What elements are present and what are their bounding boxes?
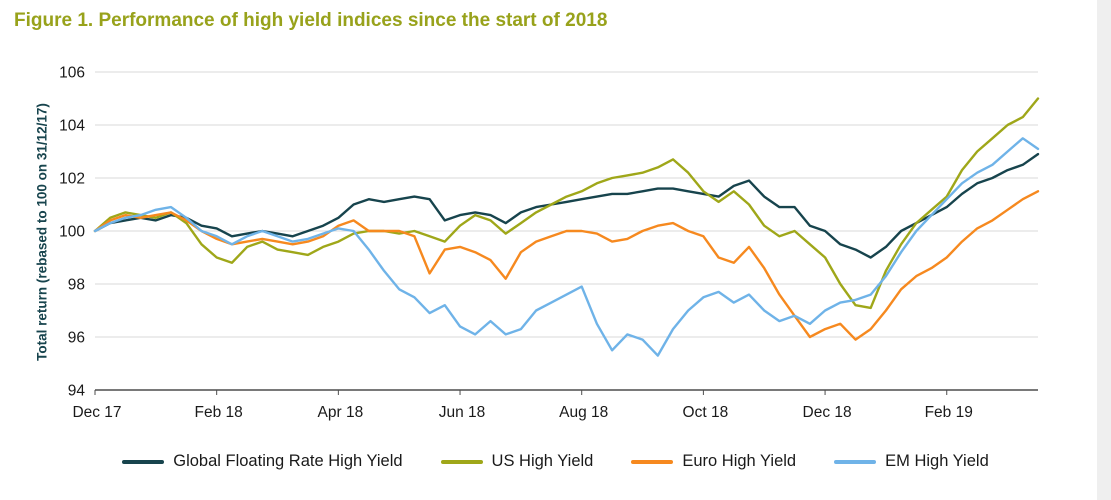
legend-label-global-floating-rate-high-yield: Global Floating Rate High Yield (173, 452, 403, 470)
y-tick-label: 94 (68, 383, 86, 400)
x-axis: Dec 17 Feb 18 Apr 18 Jun 18 Aug 18 Oct 18 Dec … (72, 389, 1038, 421)
page-right-gutter (1097, 0, 1111, 500)
legend-swatch-global-floating-rate-high-yield (122, 459, 165, 464)
legend-item-us-high-yield: US High Yield (440, 452, 594, 471)
y-tick-label: 104 (59, 118, 85, 135)
y-tick-label: 96 (68, 330, 85, 347)
legend-label-us-high-yield: US High Yield (491, 452, 594, 470)
legend-swatch-em-high-yield (834, 459, 877, 464)
x-tick-label: Dec 17 (72, 404, 121, 421)
series-line-global-floating-rate-high-yield (93, 152, 1040, 259)
y-tick-label: 100 (59, 224, 85, 241)
y-tick-label: 98 (68, 277, 85, 294)
series-line-euro-high-yield (93, 190, 1040, 341)
chart-canvas: 94 96 98 100 102 104 106 Dec 17 Feb 18 Apr 18 Jun … (59, 65, 1040, 421)
series-lines (93, 97, 1040, 357)
x-tick-label: Oct 18 (683, 404, 729, 421)
y-tick-label: 102 (59, 171, 85, 188)
legend-label-euro-high-yield: Euro High Yield (682, 452, 797, 470)
legend-item-em-high-yield: EM High Yield (834, 452, 989, 471)
gridlines (95, 71, 1038, 391)
figure-title: Figure 1. Performance of high yield indi… (14, 10, 608, 31)
y-tick-label: 106 (59, 65, 85, 82)
series-line-us-high-yield (93, 97, 1040, 310)
legend-swatch-us-high-yield (440, 459, 483, 464)
y-tick-labels: 94 96 98 100 102 104 106 (59, 65, 85, 400)
x-tick-label: Apr 18 (318, 404, 364, 421)
chart-legend: Global Floating Rate High Yield US High Y… (0, 452, 1111, 471)
x-tick-label: Aug 18 (559, 404, 608, 421)
x-tick-label: Feb 19 (925, 404, 973, 421)
legend-item-global-floating-rate-high-yield: Global Floating Rate High Yield (122, 452, 403, 471)
x-tick-label: Dec 18 (803, 404, 852, 421)
legend-swatch-euro-high-yield (631, 459, 674, 464)
x-tick-label: Feb 18 (195, 404, 243, 421)
legend-label-em-high-yield: EM High Yield (885, 452, 989, 470)
legend-item-euro-high-yield: Euro High Yield (631, 452, 796, 471)
x-tick-label: Jun 18 (439, 404, 486, 421)
series-line-em-high-yield (93, 137, 1040, 357)
